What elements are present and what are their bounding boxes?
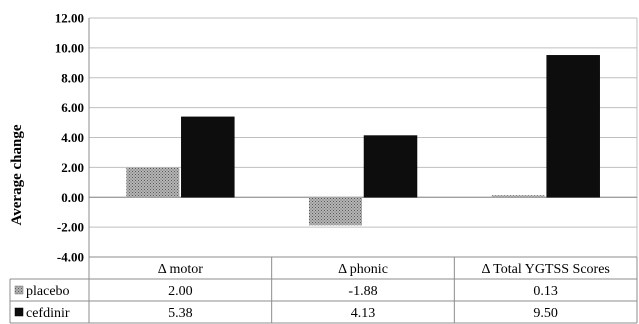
y-tick-label: 2.00	[61, 160, 84, 175]
table-cell-placebo: -1.88	[348, 284, 377, 299]
bar-placebo-2	[491, 195, 545, 198]
category-label: Δ phonic	[338, 262, 388, 277]
y-axis-title: Average change	[9, 124, 25, 225]
table-cell-placebo: 2.00	[168, 284, 193, 299]
legend-key-cefdinir	[14, 307, 24, 317]
table-cell-cefdinir: 9.50	[533, 306, 558, 321]
bar-cefdinir-2	[546, 55, 600, 198]
y-tick-label: 0.00	[61, 190, 84, 205]
category-label: Δ Total YGTSS Scores	[481, 262, 609, 277]
y-tick-label: 10.00	[55, 40, 84, 55]
y-tick-label: 4.00	[61, 130, 84, 145]
bar-cefdinir-0	[181, 116, 235, 198]
y-tick-label: 12.00	[55, 11, 84, 26]
legend-key-placebo	[14, 285, 24, 295]
legend-label-placebo: placebo	[26, 284, 70, 299]
legend-label-cefdinir: cefdinir	[26, 306, 70, 321]
y-tick-label: -2.00	[57, 220, 84, 235]
data-table: Δ motor Δ phonic Δ Total YGTSS Scores place…	[9, 256, 638, 324]
bars	[126, 55, 600, 226]
bar-cefdinir-1	[363, 135, 418, 198]
table-cell-placebo: 0.13	[533, 284, 558, 299]
table-cell-cefdinir: 5.38	[168, 306, 193, 321]
y-tick-label: -4.00	[57, 250, 84, 265]
category-label: Δ motor	[158, 262, 204, 277]
y-tick-label: 6.00	[61, 100, 84, 115]
table-cell-cefdinir: 4.13	[351, 306, 376, 321]
bar-placebo-0	[126, 167, 180, 198]
bar-placebo-1	[309, 197, 362, 226]
y-tick-labels: 12.00 10.00 8.00 6.00 4.00 2.00 0.00 -2.00 -4.00	[55, 11, 84, 265]
y-tick-label: 8.00	[61, 70, 84, 85]
